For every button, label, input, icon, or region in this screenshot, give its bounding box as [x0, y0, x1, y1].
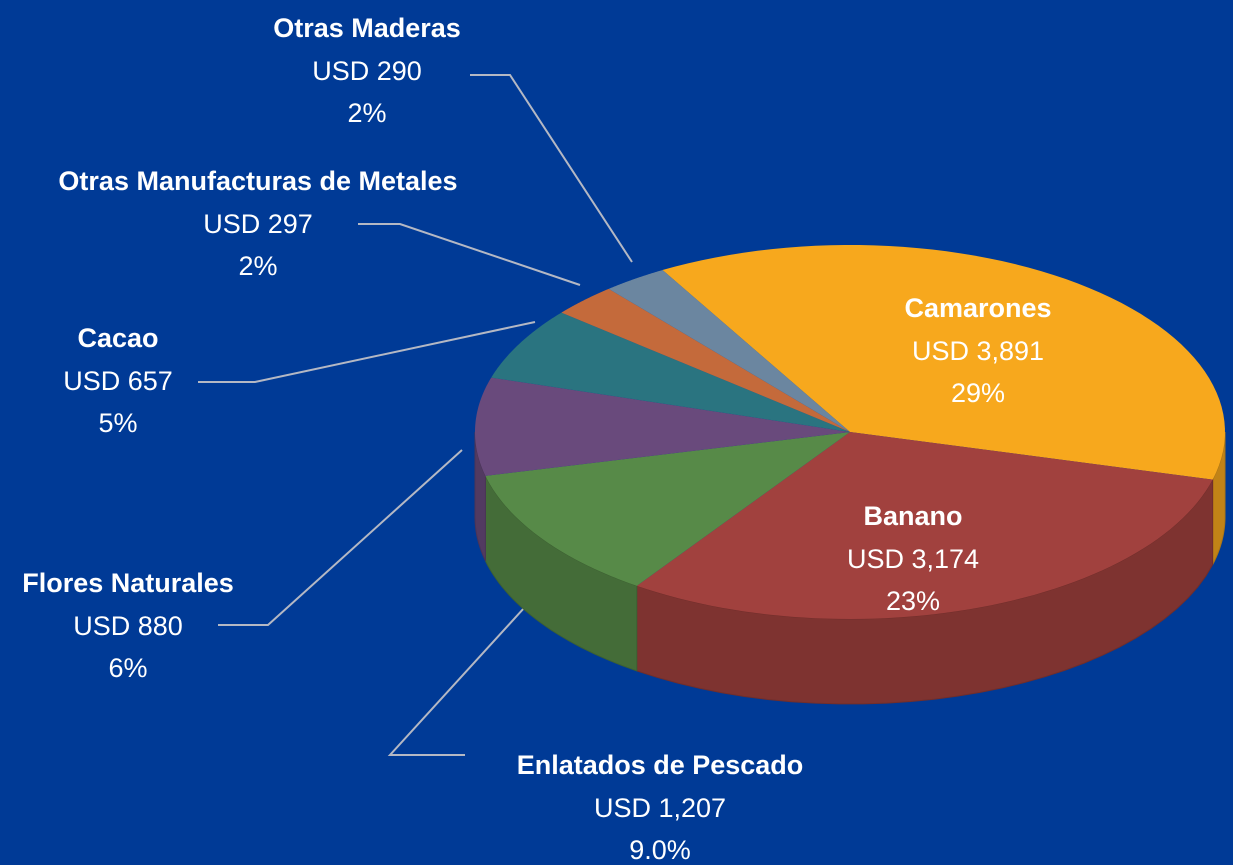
- leader-line: [198, 321, 536, 383]
- leader-line: [470, 74, 633, 263]
- slice-name: Camarones: [904, 293, 1051, 323]
- slice: [636, 432, 1213, 619]
- slice-name: Enlatados de Pescado: [517, 750, 804, 780]
- value-label: USD 1,207: [594, 793, 726, 823]
- slice: [485, 432, 850, 586]
- slice: [475, 377, 850, 476]
- value-label: USD 3,174: [847, 544, 979, 574]
- value-label: USD 657: [63, 366, 173, 396]
- percent-label: 2%: [238, 251, 277, 281]
- value-label: USD 290: [312, 56, 422, 86]
- value-label: USD 297: [203, 209, 313, 239]
- slice-name: Flores Naturales: [22, 568, 234, 598]
- value-label: USD 3,891: [912, 336, 1044, 366]
- leader-lines: [198, 74, 633, 756]
- percent-label: 29%: [951, 378, 1005, 408]
- leader-line: [218, 449, 463, 626]
- percent-label: 6%: [108, 653, 147, 683]
- pie-tops: [475, 245, 1225, 619]
- slice: [491, 312, 850, 432]
- slice-name: Banano: [863, 501, 962, 531]
- percent-label: 2%: [347, 98, 386, 128]
- slice: [662, 245, 1225, 480]
- percent-label: 9.0%: [629, 835, 691, 865]
- slice-name: Cacao: [77, 323, 158, 353]
- slice-name: Otras Manufacturas de Metales: [58, 166, 457, 196]
- leader-line: [358, 223, 581, 286]
- percent-label: 5%: [98, 408, 137, 438]
- value-label: USD 880: [73, 611, 183, 641]
- percent-label: 23%: [886, 586, 940, 616]
- slice-name: Otras Maderas: [273, 13, 461, 43]
- leader-line: [387, 584, 546, 756]
- slice: [561, 288, 850, 432]
- slice: [608, 270, 850, 432]
